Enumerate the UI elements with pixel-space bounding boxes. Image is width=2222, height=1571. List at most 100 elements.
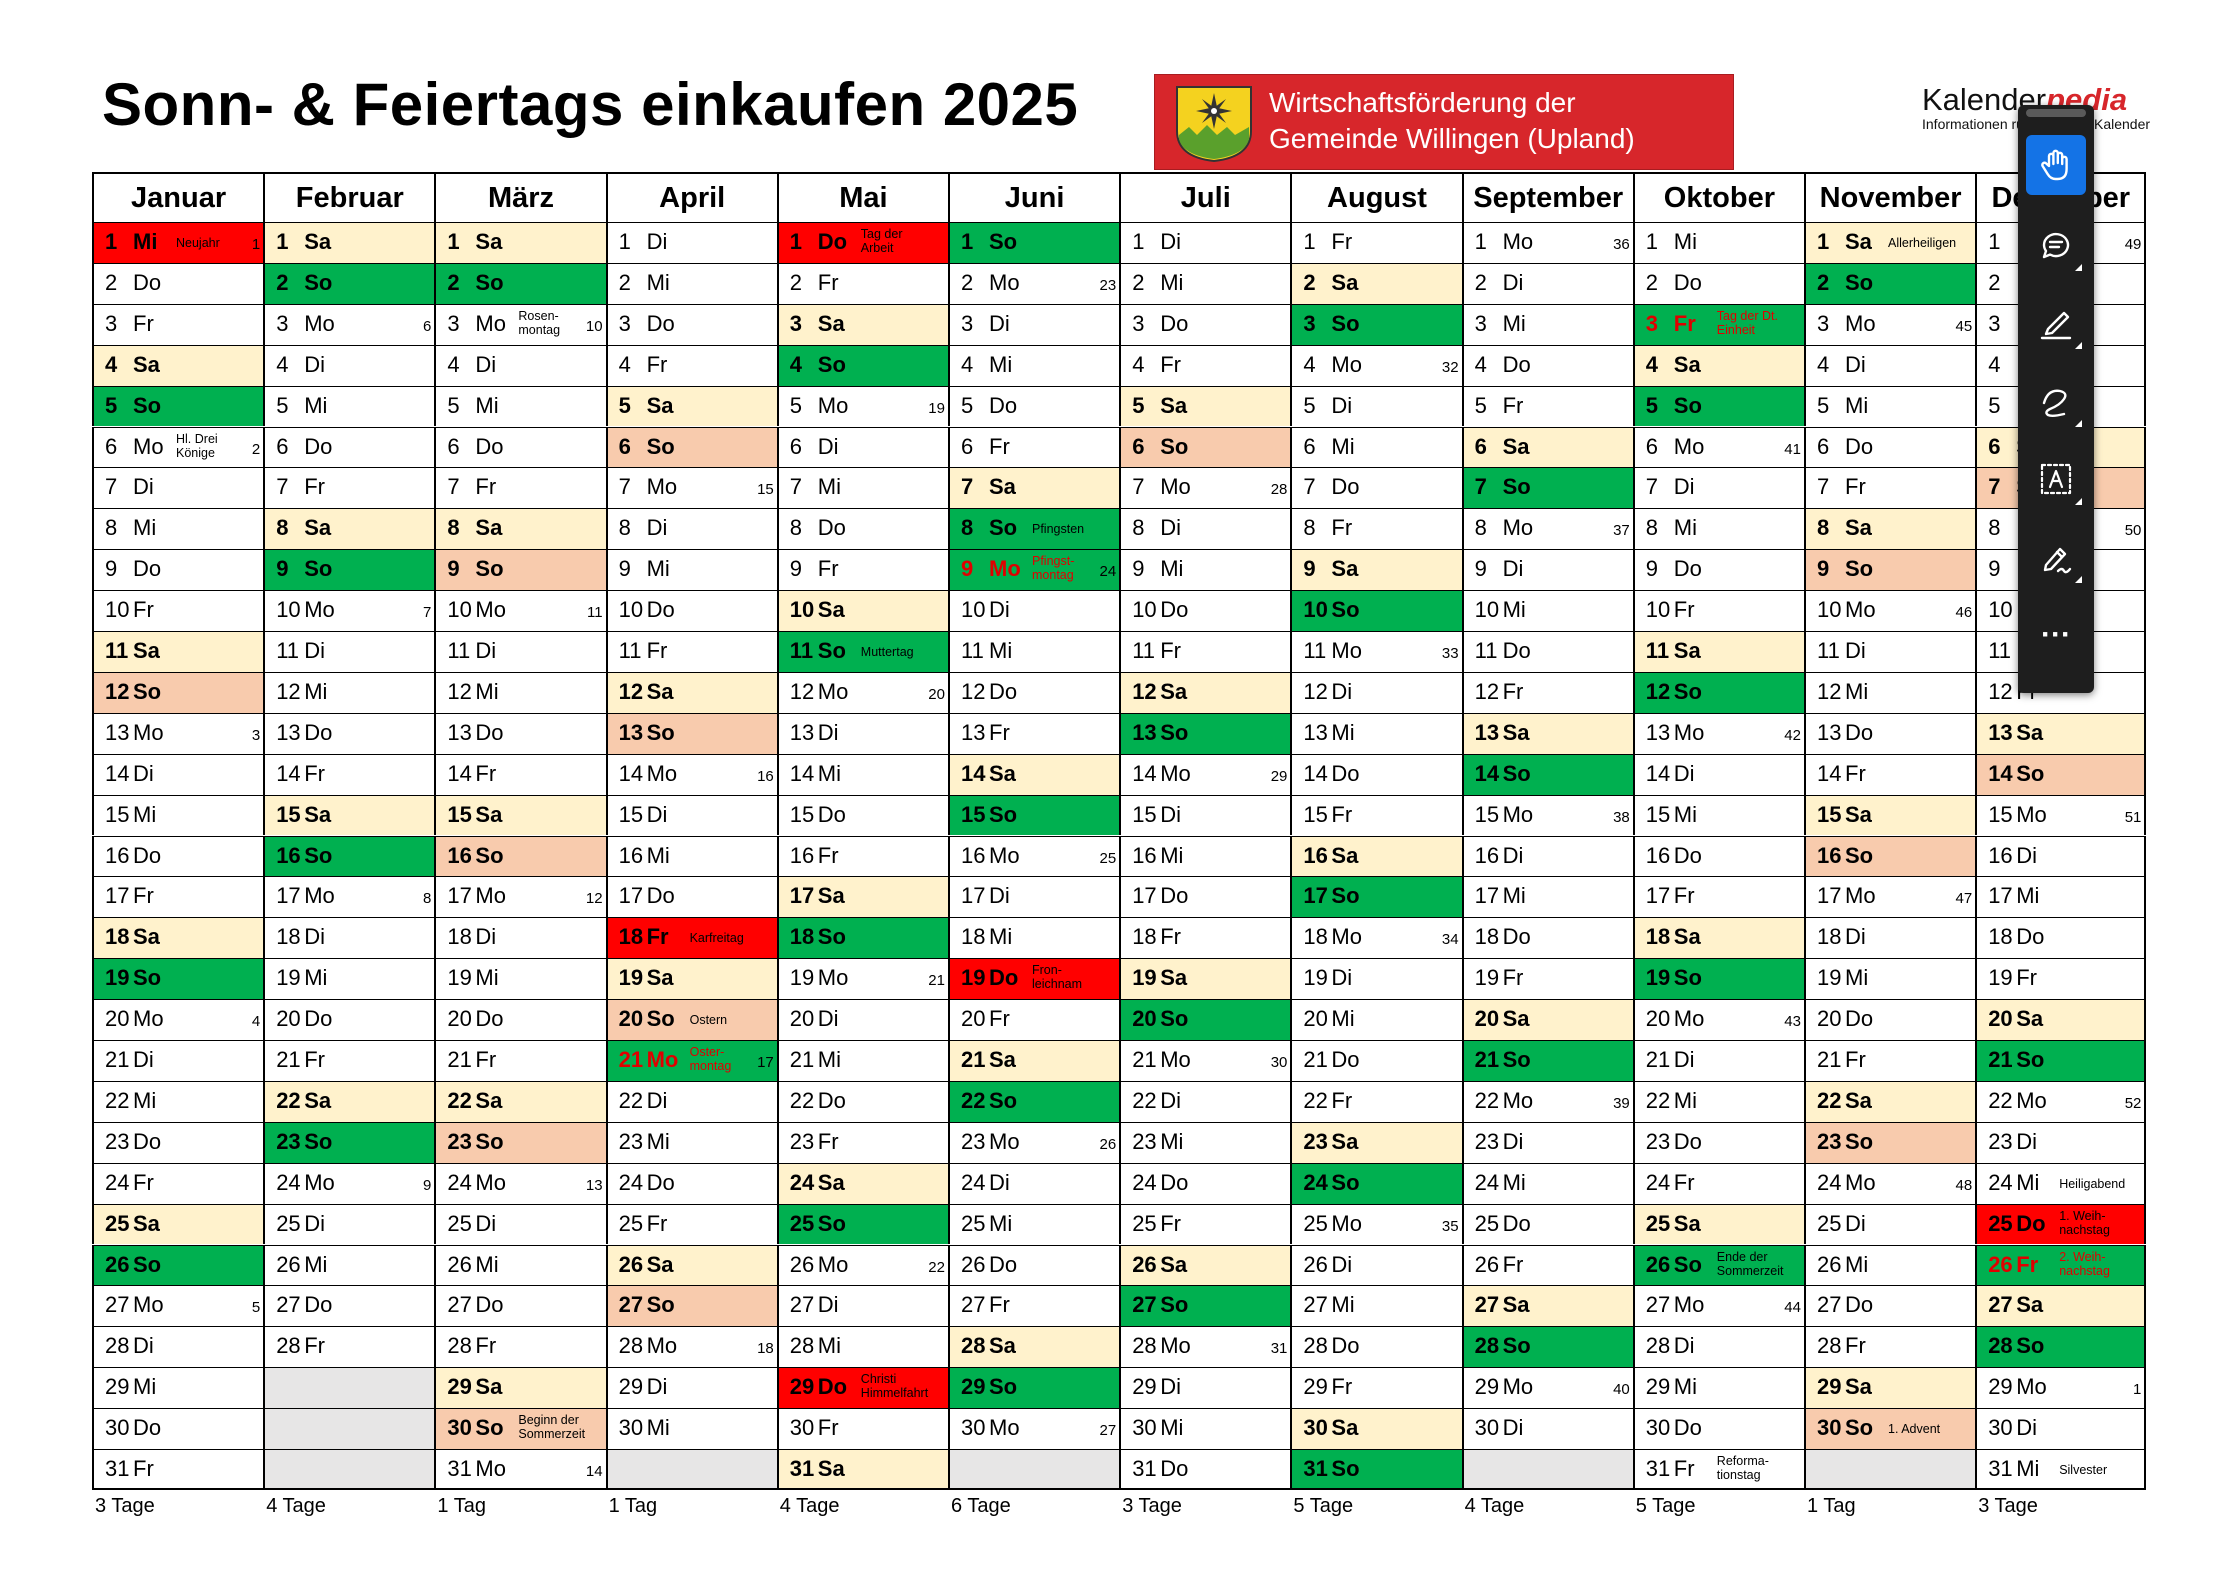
- day-label: 23 So: [276, 1128, 333, 1154]
- day-label: 15 Fr: [1303, 801, 1353, 827]
- week-number: 30: [1270, 1054, 1288, 1071]
- day-label: 17 Do: [618, 883, 675, 909]
- day-cell-juli-25: 25 Fr: [1119, 1203, 1291, 1245]
- month-summary: 4 Tage: [266, 1495, 326, 1517]
- day-label: 7 Do: [1303, 474, 1360, 500]
- day-cell-september-30: 30 Di: [1461, 1408, 1633, 1449]
- week-number: 6: [423, 317, 432, 335]
- day-cell-januar-30: 30 Do: [92, 1408, 264, 1449]
- holiday-note: Tag der Dt. Einheit: [1716, 308, 1778, 337]
- day-cell-februar-6: 6 Do: [263, 426, 435, 468]
- day-label: 22 Fr: [1303, 1087, 1353, 1113]
- day-cell-august-25: 25 Mo 35: [1290, 1203, 1462, 1245]
- day-label: 8 Sa: [447, 515, 503, 541]
- day-cell-mai-31: 31 Sa: [776, 1449, 948, 1490]
- day-label: 31 Fr: [1645, 1456, 1695, 1481]
- day-cell-juli-16: 16 Mi: [1119, 835, 1291, 877]
- day-label: 14 Mo: [618, 760, 678, 786]
- day-label: 17 Mi: [1988, 883, 2040, 909]
- holiday-note: Reforma-tionstag: [1716, 1454, 1769, 1482]
- day-label: 3 Fr: [1645, 310, 1696, 336]
- day-label: 8 Sa: [1817, 515, 1872, 541]
- day-label: 23 Fr: [789, 1128, 839, 1154]
- day-cell-märz-27: 27 Do: [434, 1285, 606, 1327]
- hand-tool-button[interactable]: [2026, 135, 2086, 195]
- day-label: 23 Sa: [1303, 1128, 1359, 1154]
- day-cell-juli-18: 18 Fr: [1119, 917, 1291, 959]
- day-cell-dezember-28: 28 So: [1975, 1326, 2147, 1368]
- day-cell-april-2: 2 Mi: [605, 262, 777, 304]
- highlighter-icon: [2040, 311, 2072, 340]
- month-summary: 3 Tage: [1978, 1495, 2038, 1517]
- toolbar-grip[interactable]: [2026, 109, 2086, 117]
- day-label: 17 Fr: [1645, 883, 1695, 909]
- day-cell-juli-20: 20 So: [1119, 999, 1291, 1040]
- day-label: 20 Do: [447, 1006, 504, 1032]
- day-label: 21 Fr: [276, 1047, 325, 1072]
- comment-tool-button[interactable]: [2026, 215, 2086, 275]
- day-cell-januar-31: 31 Fr: [92, 1449, 264, 1490]
- day-cell-mai-15: 15 Do: [776, 794, 948, 836]
- day-cell-märz-13: 13 Do: [434, 712, 606, 754]
- week-number: 42: [1784, 726, 1801, 744]
- day-cell-august-1: 1 Fr: [1290, 222, 1462, 263]
- day-cell-juni-11: 11 Mi: [948, 631, 1120, 672]
- empty-day-cell: [1804, 1449, 1976, 1490]
- day-cell-oktober-21: 21 Di: [1632, 1040, 1804, 1081]
- hand-icon: [2041, 149, 2068, 181]
- day-label: 16 Di: [1474, 842, 1524, 868]
- day-cell-januar-26: 26 So: [92, 1244, 264, 1286]
- day-label: 30 Di: [1474, 1415, 1524, 1441]
- draw-tool-button[interactable]: [2026, 371, 2086, 431]
- day-label: 30 Mi: [1132, 1415, 1184, 1441]
- week-number: 43: [1784, 1013, 1801, 1031]
- day-label: 22 Sa: [447, 1087, 503, 1113]
- day-cell-mai-20: 20 Di: [776, 999, 948, 1040]
- day-cell-märz-26: 26 Mi: [434, 1244, 606, 1286]
- day-label: 16 Di: [1988, 842, 2037, 868]
- signature-pen-icon: [2043, 547, 2072, 574]
- day-cell-februar-3: 3 Mo 6: [263, 303, 435, 345]
- day-label: 6 Fr: [961, 433, 1010, 459]
- day-cell-mai-5: 5 Mo 19: [776, 385, 948, 427]
- day-cell-juni-16: 16 Mo 25: [948, 835, 1120, 877]
- day-label: 28 Fr: [447, 1333, 497, 1359]
- day-cell-august-15: 15 Fr: [1290, 794, 1462, 836]
- day-label: 25 Mo: [1303, 1210, 1362, 1236]
- text-select-tool-button[interactable]: [2026, 449, 2086, 509]
- more-tools-button[interactable]: ···: [2041, 618, 2071, 651]
- day-cell-juni-30: 30 Mo 27: [948, 1408, 1120, 1449]
- sign-tool-button[interactable]: [2026, 527, 2086, 587]
- day-cell-februar-18: 18 Di: [263, 917, 435, 959]
- day-cell-august-7: 7 Do: [1290, 467, 1462, 509]
- week-number: 31: [1270, 1340, 1288, 1358]
- day-label: 12 Do: [961, 678, 1018, 704]
- week-number: 49: [2124, 236, 2142, 253]
- day-cell-mai-1: 1 Do Tag der Arbeit: [776, 222, 948, 263]
- day-label: 10 Mo: [276, 597, 335, 623]
- day-cell-november-3: 3 Mo 45: [1804, 303, 1976, 345]
- day-label: 25 Di: [276, 1210, 325, 1236]
- day-cell-april-4: 4 Fr: [605, 344, 777, 386]
- day-label: 2 So: [1817, 269, 1874, 295]
- page-title: Sonn- & Feiertags einkaufen 2025: [102, 71, 1079, 138]
- day-cell-april-1: 1 Di: [605, 222, 777, 263]
- day-label: 14 So: [1988, 760, 2045, 786]
- day-cell-juli-30: 30 Mi: [1119, 1408, 1291, 1449]
- day-cell-august-13: 13 Mi: [1290, 712, 1462, 754]
- day-cell-mai-27: 27 Di: [776, 1285, 948, 1327]
- day-label: 6 Mo: [105, 433, 164, 459]
- day-label: 12 So: [105, 678, 162, 704]
- day-label: 9 Mi: [618, 556, 670, 582]
- day-cell-september-21: 21 So: [1461, 1040, 1633, 1081]
- day-cell-mai-25: 25 So: [776, 1203, 948, 1245]
- day-label: 10 Di: [961, 597, 1010, 623]
- day-label: 12 Mi: [447, 678, 499, 704]
- day-label: 27 Do: [447, 1292, 504, 1318]
- day-label: 30 Mi: [618, 1415, 670, 1441]
- highlight-tool-button[interactable]: [2026, 293, 2086, 353]
- day-label: 16 Mi: [618, 842, 670, 868]
- day-label: 6 Do: [276, 433, 333, 459]
- day-label: 21 Di: [1645, 1047, 1695, 1072]
- calendar-grid: Januar 1 Mi Neujahr 1 2 Do 3 Fr 4 Sa 5 So 6 Mo Hl. Drei…: [92, 172, 2147, 1517]
